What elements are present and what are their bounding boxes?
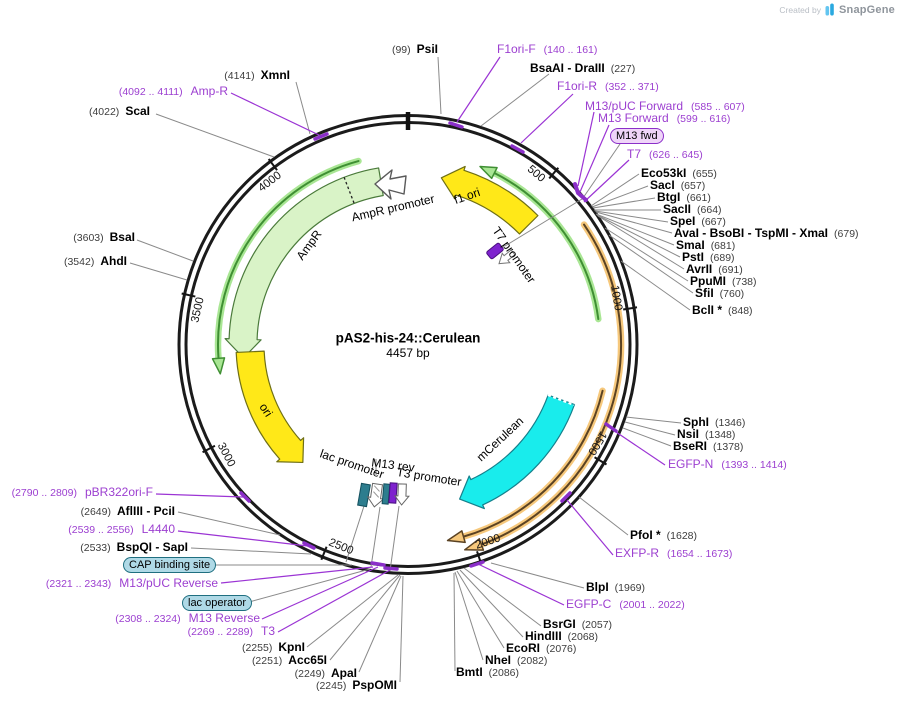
ring-ticks <box>181 158 638 565</box>
snapgene-watermark: Created by SnapGene <box>779 3 895 16</box>
site-label-smai[interactable]: SmaI (681) <box>676 238 736 253</box>
site-label-pfoi[interactable]: PfoI * (1628) <box>630 528 698 543</box>
t3-promoter-marker[interactable] <box>393 483 410 506</box>
site-label-bmti[interactable]: BmtI (2086) <box>456 665 520 680</box>
snapgene-logo-icon <box>825 3 834 16</box>
created-by-text: Created by <box>779 4 821 15</box>
badge-lac-operator[interactable]: lac operator <box>182 595 253 611</box>
primer-label-exfp-r[interactable]: EXFP-R (1654 .. 1673) <box>615 546 733 561</box>
site-label-avai-bsobi-tspmi-xmai[interactable]: AvaI - BsoBI - TspMI - XmaI (679) <box>674 226 859 241</box>
primer-label-f1ori-f[interactable]: F1ori-F (140 .. 161) <box>497 42 598 57</box>
primer-label-m13-puc-reverse[interactable]: (2321 .. 2343) M13/pUC Reverse <box>45 576 218 591</box>
site-label-psti[interactable]: PstI (689) <box>682 250 735 265</box>
site-label-ppumi[interactable]: PpuMI (738) <box>690 274 757 289</box>
site-label-avrii[interactable]: AvrII (691) <box>686 262 743 277</box>
feature-arcs[interactable] <box>211 157 625 551</box>
site-label-afliii-pcii[interactable]: (2649) AflIII - PciI <box>80 504 175 519</box>
site-label-psii[interactable]: (99) PsiI <box>391 42 438 57</box>
site-label-bsai[interactable]: (3603) BsaI <box>73 230 135 245</box>
site-label-pspomi[interactable]: (2245) PspOMI <box>315 678 397 693</box>
site-label-sfii[interactable]: SfiI (760) <box>695 286 745 301</box>
plasmid-size: 4457 bp <box>386 346 430 360</box>
site-label-bcli[interactable]: BclI * (848) <box>692 303 753 318</box>
site-label-spei[interactable]: SpeI (667) <box>670 214 726 229</box>
plasmid-title: pAS2-his-24::Cerulean <box>335 330 481 346</box>
site-label-bsaai-draiii[interactable]: BsaAI - DraIII (227) <box>530 61 636 76</box>
primer-label-t7[interactable]: T7 (626 .. 645) <box>627 147 703 162</box>
site-label-hindiii[interactable]: HindIII (2068) <box>525 629 599 644</box>
site-label-blpi[interactable]: BlpI (1969) <box>586 580 646 595</box>
primer-label-t3[interactable]: (2269 .. 2289) T3 <box>187 624 275 639</box>
badge-cap-binding-site[interactable]: CAP binding site <box>123 557 217 573</box>
site-label-bseri[interactable]: BseRI (1378) <box>673 439 744 454</box>
site-label-bsrgi[interactable]: BsrGI (2057) <box>543 617 613 632</box>
primer-label-m13-reverse[interactable]: (2308 .. 2324) M13 Reverse <box>115 611 260 626</box>
primer-label-egfp-c[interactable]: EGFP-C (2001 .. 2022) <box>566 597 685 612</box>
t7-promoter-marker[interactable] <box>486 242 504 260</box>
site-label-nhei[interactable]: NheI (2082) <box>485 653 548 668</box>
site-label-sacii[interactable]: SacII (664) <box>663 202 722 217</box>
site-label-ecori[interactable]: EcoRI (2076) <box>506 641 577 656</box>
site-label-ahdi[interactable]: (3542) AhdI <box>63 254 127 269</box>
site-label-btgi[interactable]: BtgI (661) <box>657 190 711 205</box>
primer-label-pbr322ori-f[interactable]: (2790 .. 2809) pBR322ori-F <box>11 485 153 500</box>
site-label-nsii[interactable]: NsiI (1348) <box>677 427 736 442</box>
t7-direction-arrow-icon <box>498 249 516 265</box>
badge-m13-fwd[interactable]: M13 fwd <box>610 128 664 144</box>
primer-label-l4440[interactable]: (2539 .. 2556) L4440 <box>68 522 175 537</box>
site-label-sphi[interactable]: SphI (1346) <box>683 415 746 430</box>
site-label-saci[interactable]: SacI (657) <box>650 178 706 193</box>
primer-label-amp-r[interactable]: (4092 .. 4111) Amp-R <box>118 84 228 99</box>
mcerulean-tail-notch <box>547 393 575 407</box>
primer-label-egfp-n[interactable]: EGFP-N (1393 .. 1414) <box>668 457 787 472</box>
primer-label-m13-forward[interactable]: M13 Forward (599 .. 616) <box>598 111 731 126</box>
primer-label-m13-puc-forward[interactable]: M13/pUC Forward (585 .. 607) <box>585 99 745 114</box>
site-label-xmni[interactable]: (4141) XmnI <box>224 68 290 83</box>
primer-label-f1ori-r[interactable]: F1ori-R (352 .. 371) <box>557 79 659 94</box>
site-label-eco53ki[interactable]: Eco53kI (655) <box>641 166 717 181</box>
snapgene-brand-text: SnapGene <box>838 3 895 16</box>
lac-promoter-marker[interactable] <box>357 482 371 508</box>
hatched-arrow-marker <box>366 482 385 508</box>
site-label-scai[interactable]: (4022) ScaI <box>88 104 150 119</box>
primer-ring-marks[interactable] <box>239 121 618 571</box>
site-label-acc65i[interactable]: (2251) Acc65I <box>251 653 327 668</box>
site-label-kpni[interactable]: (2255) KpnI <box>241 640 305 655</box>
primer-leader-lines <box>155 56 666 633</box>
ampr-promoter-arrow[interactable] <box>374 169 407 200</box>
leader-lines <box>129 56 694 683</box>
m13-rev-marker[interactable] <box>388 482 398 504</box>
site-label-bspqi-sapi[interactable]: (2533) BspQI - SapI <box>80 540 188 555</box>
site-label-apai[interactable]: (2249) ApaI <box>294 666 357 681</box>
